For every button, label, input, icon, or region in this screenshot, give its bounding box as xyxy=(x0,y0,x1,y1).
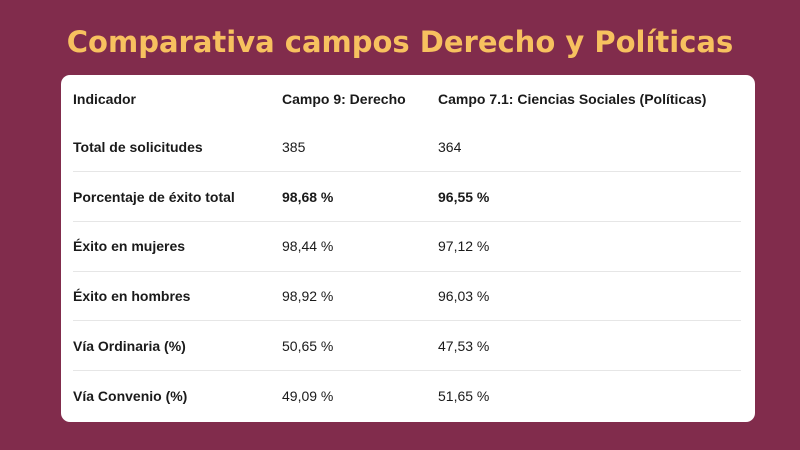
row-label: Vía Convenio (%) xyxy=(73,387,188,404)
table-row: Total de solicitudes 385 364 xyxy=(73,122,741,172)
cell-politicas: 47,53 % xyxy=(438,337,490,354)
cell-derecho: 98,44 % xyxy=(282,238,334,255)
row-label: Total de solicitudes xyxy=(73,138,203,155)
table-row: Éxito en hombres 98,92 % 96,03 % xyxy=(73,271,741,321)
row-label: Éxito en hombres xyxy=(73,287,191,304)
row-label: Éxito en mujeres xyxy=(73,238,186,255)
header-politicas: Campo 7.1: Ciencias Sociales (Políticas) xyxy=(438,90,707,107)
comparison-table: Indicador Campo 9: Derecho Campo 7.1: Ci… xyxy=(73,75,741,420)
cell-derecho: 98,68 % xyxy=(282,188,334,205)
comparison-card: Indicador Campo 9: Derecho Campo 7.1: Ci… xyxy=(61,75,755,422)
table-row: Vía Convenio (%) 49,09 % 51,65 % xyxy=(73,370,741,420)
page-title: Comparativa campos Derecho y Políticas xyxy=(66,25,734,59)
row-label: Vía Ordinaria (%) xyxy=(73,337,186,354)
cell-politicas: 96,03 % xyxy=(438,287,490,304)
cell-politicas: 51,65 % xyxy=(438,387,490,404)
table-row: Vía Ordinaria (%) 50,65 % 47,53 % xyxy=(73,321,741,371)
cell-derecho: 98,92 % xyxy=(282,287,334,304)
cell-politicas: 364 xyxy=(438,138,462,155)
table-row: Éxito en mujeres 98,44 % 97,12 % xyxy=(73,221,741,272)
row-label: Porcentaje de éxito total xyxy=(73,188,235,205)
header-indicador: Indicador xyxy=(73,90,137,107)
cell-derecho: 50,65 % xyxy=(282,337,334,354)
table-row: Porcentaje de éxito total 98,68 % 96,55 … xyxy=(73,172,741,222)
cell-politicas: 96,55 % xyxy=(438,188,490,205)
cell-derecho: 49,09 % xyxy=(282,387,334,404)
cell-politicas: 97,12 % xyxy=(438,238,490,255)
header-derecho: Campo 9: Derecho xyxy=(282,90,406,107)
cell-derecho: 385 xyxy=(282,138,306,155)
table-header-row: Indicador Campo 9: Derecho Campo 7.1: Ci… xyxy=(73,75,741,122)
